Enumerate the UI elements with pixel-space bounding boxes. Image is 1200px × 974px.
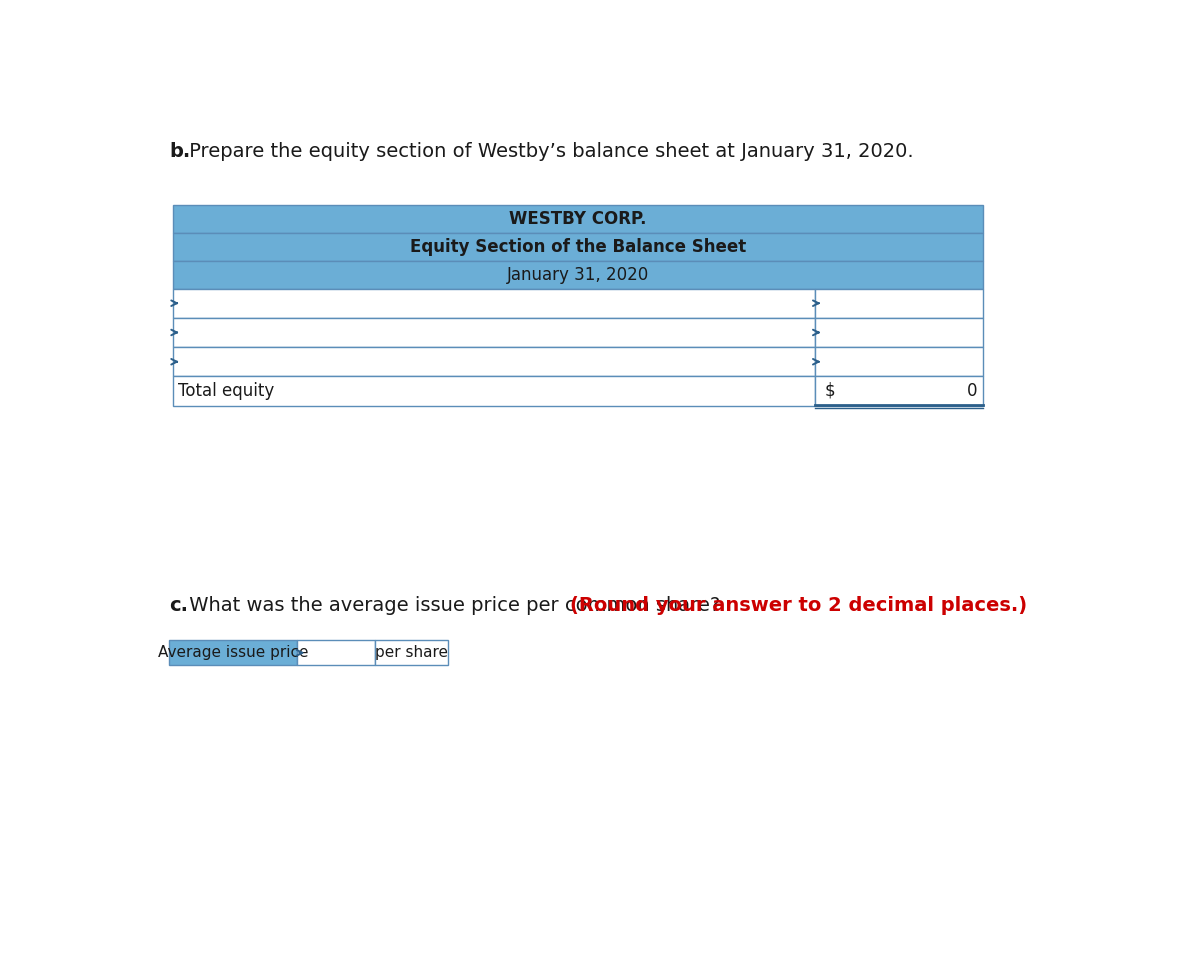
Bar: [298, 641, 374, 665]
Bar: [173, 347, 815, 376]
Text: January 31, 2020: January 31, 2020: [508, 266, 649, 283]
Text: Prepare the equity section of Westby’s balance sheet at January 31, 2020.: Prepare the equity section of Westby’s b…: [182, 141, 913, 161]
Bar: [173, 376, 815, 405]
Bar: [173, 318, 815, 347]
Text: What was the average issue price per common share?: What was the average issue price per com…: [182, 596, 726, 615]
Bar: [173, 288, 815, 318]
Text: $: $: [824, 382, 835, 400]
Text: (Round your answer to 2 decimal places.): (Round your answer to 2 decimal places.): [570, 596, 1027, 615]
Text: Average issue price: Average issue price: [158, 646, 308, 660]
Bar: [815, 288, 983, 318]
Text: WESTBY CORP.: WESTBY CORP.: [510, 210, 647, 228]
Bar: [815, 376, 983, 405]
Text: b.: b.: [169, 141, 191, 161]
Text: c.: c.: [169, 596, 188, 615]
Bar: [374, 641, 449, 665]
Bar: [815, 318, 983, 347]
Bar: [173, 261, 983, 288]
Bar: [173, 233, 983, 261]
Text: per share: per share: [376, 646, 448, 660]
Bar: [815, 347, 983, 376]
Bar: [173, 206, 983, 233]
Text: 0: 0: [966, 382, 977, 400]
Text: Equity Section of the Balance Sheet: Equity Section of the Balance Sheet: [410, 238, 746, 256]
Bar: [169, 641, 298, 665]
Text: Total equity: Total equity: [178, 382, 274, 400]
